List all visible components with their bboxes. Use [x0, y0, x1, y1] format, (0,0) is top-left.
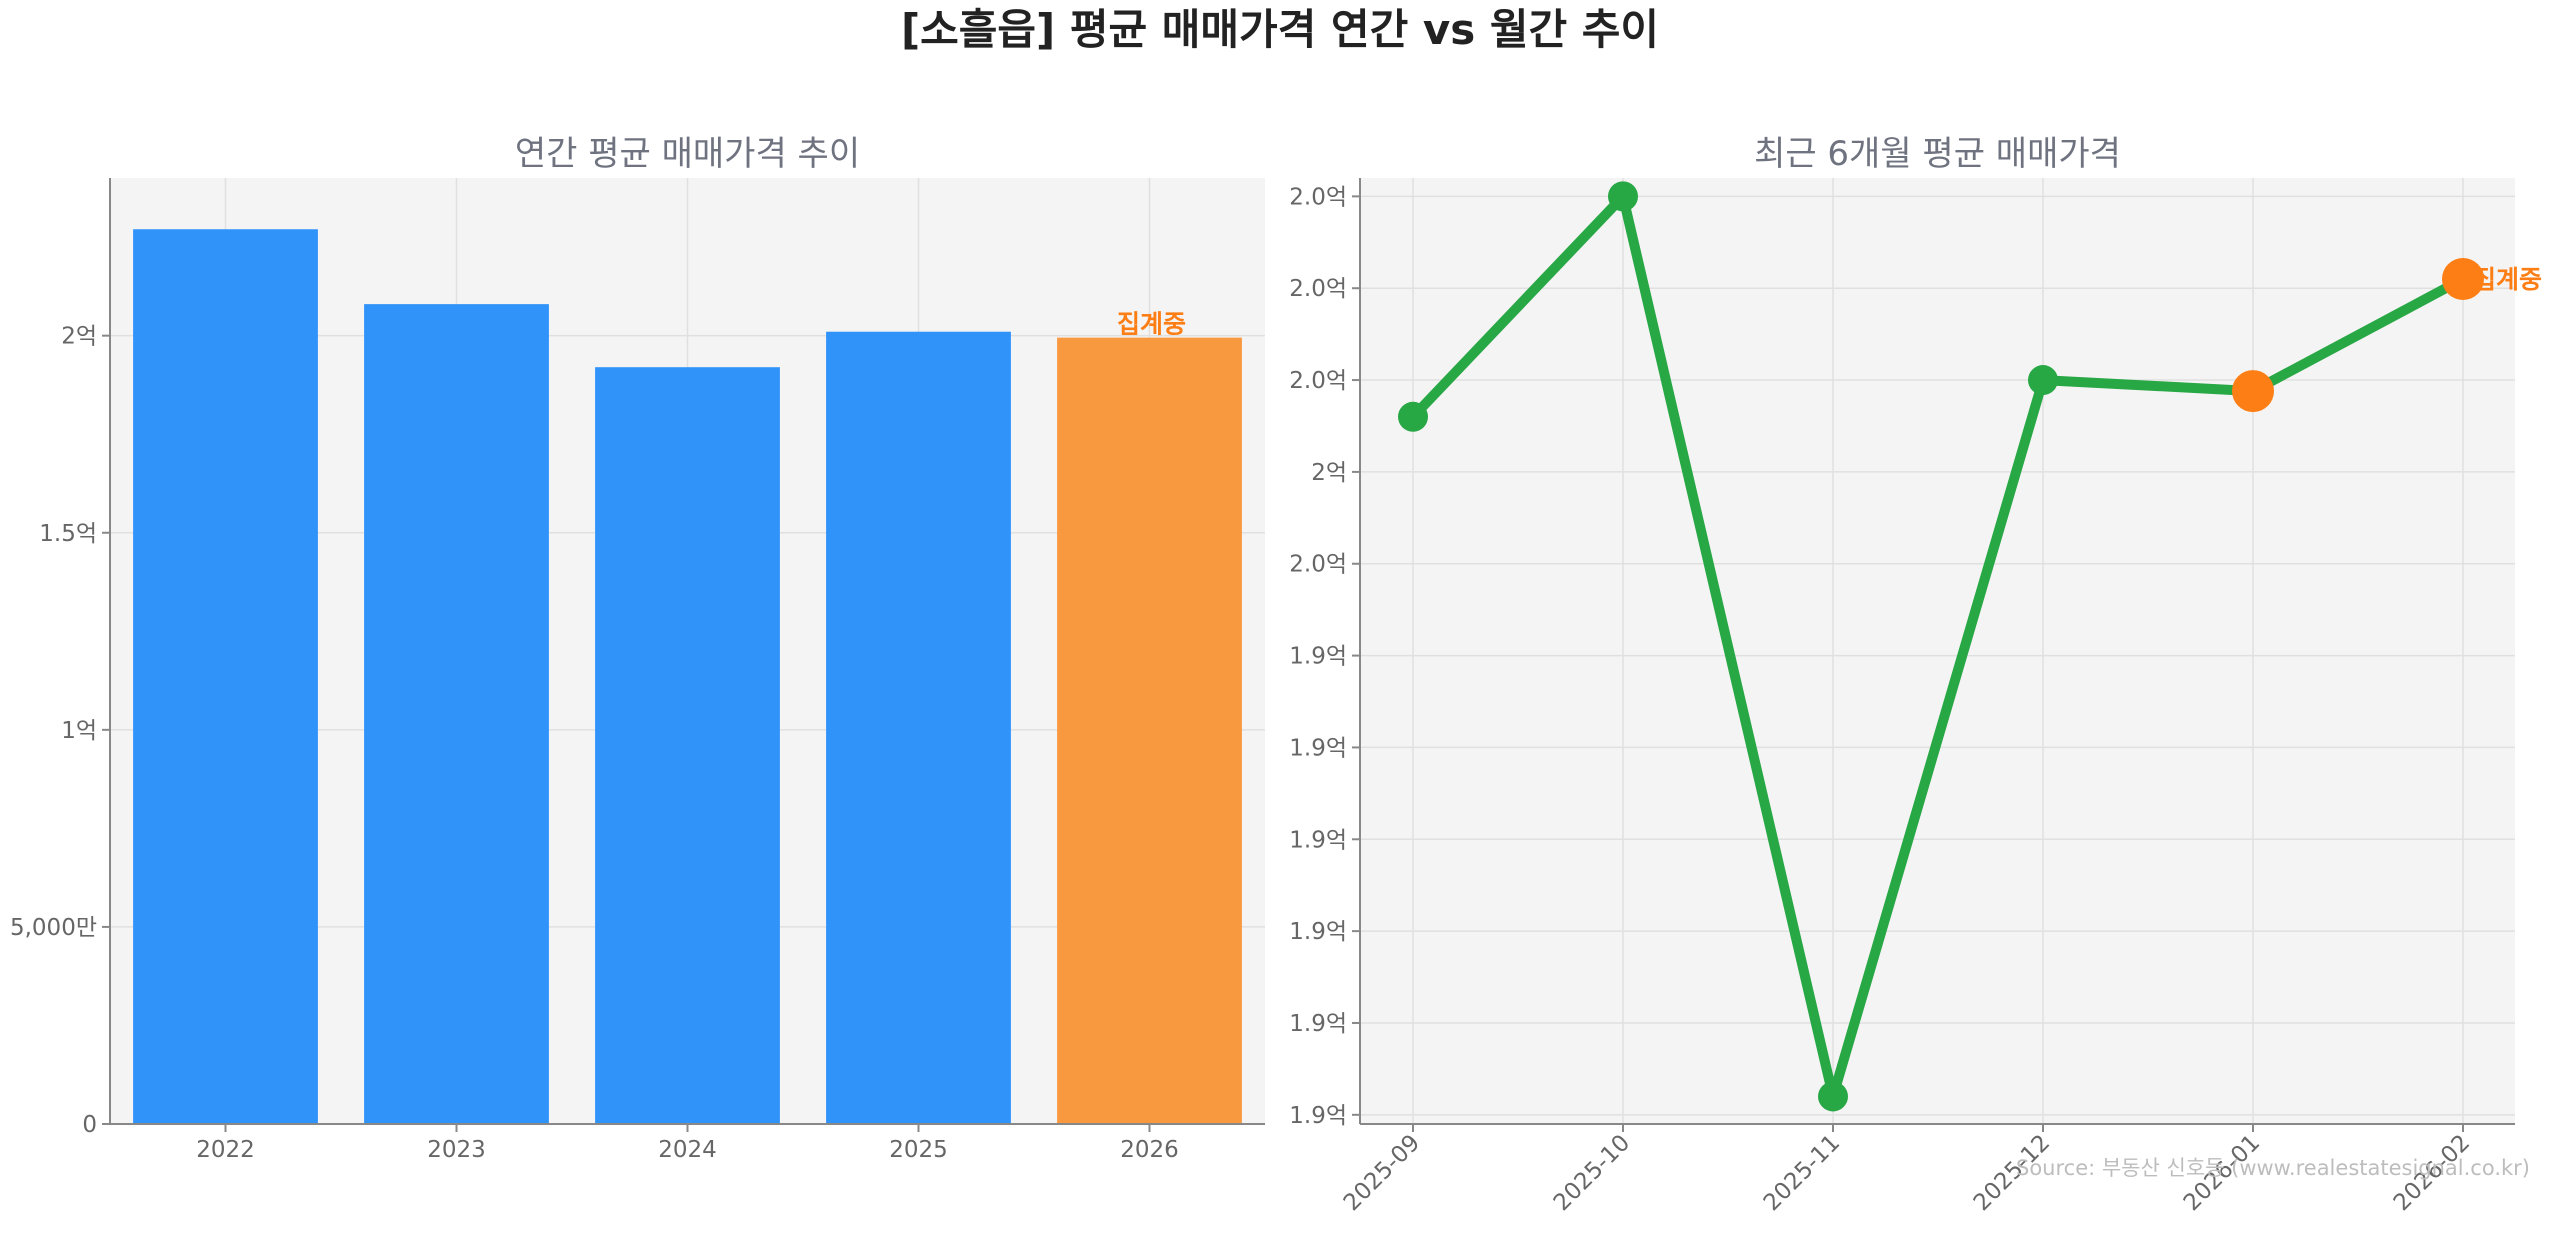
monthly-y-tick-label: 2.0억 [1289, 276, 1347, 302]
annual-status-label: 집계중 [1117, 310, 1186, 339]
annual-bar [595, 367, 780, 1124]
annual-bar [364, 304, 549, 1125]
monthly-point-partial [2442, 258, 2484, 301]
monthly-point-partial [2232, 370, 2274, 413]
annual-y-tick-label: 1억 [61, 718, 97, 744]
monthly-y-tick-label: 2억 [1311, 460, 1347, 486]
monthly-y-tick-label: 1.9억 [1289, 827, 1347, 853]
annual-chart-title: 연간 평균 매매가격 추이 [515, 134, 860, 174]
monthly-point [1608, 181, 1638, 212]
monthly-x-tick-label: 2025-09 [1339, 1130, 1425, 1216]
monthly-x-tick-label: 2025-11 [1759, 1130, 1845, 1216]
annual-y-tick-label: 1.5억 [39, 521, 97, 547]
monthly-y-tick-label: 1.9억 [1289, 1103, 1347, 1129]
monthly-y-tick-label: 1.9억 [1289, 644, 1347, 670]
monthly-chart-title: 최근 6개월 평균 매매가격 [1754, 134, 2121, 174]
annual-x-tick-label: 2022 [196, 1137, 255, 1163]
annual-bar [826, 331, 1011, 1125]
annual-bar-partial [1057, 337, 1242, 1124]
monthly-y-tick-label: 1.9억 [1289, 919, 1347, 945]
monthly-point [1818, 1081, 1848, 1112]
annual-price-panel: 0 5,000만 1억 1.5억 2억 집계중 2022 2023 2024 2025 2026 연간… [10, 134, 1265, 1163]
annual-x-tick-label: 2023 [427, 1137, 486, 1163]
monthly-point [1398, 401, 1428, 432]
monthly-status-label: 집계중 [2473, 265, 2542, 294]
monthly-series-line [1408, 191, 2468, 1102]
source-credit: Source: 부동산 신호등 (www.realestatesignal.co… [2016, 1156, 2530, 1180]
annual-x-tick-label: 2026 [1120, 1137, 1179, 1163]
monthly-plot-area [1360, 178, 2515, 1124]
monthly-y-tick-label: 2.0억 [1289, 552, 1347, 578]
monthly-y-tick-label: 2.0억 [1289, 184, 1347, 210]
monthly-y-tick-label: 1.9억 [1289, 735, 1347, 761]
annual-y-tick-label: 0 [82, 1112, 97, 1138]
monthly-y-tick-label: 1.9억 [1289, 1011, 1347, 1037]
annual-y-tick-label: 2억 [61, 324, 97, 350]
monthly-y-tick-label: 2.0억 [1289, 368, 1347, 394]
annual-y-tick-label: 5,000만 [10, 915, 97, 941]
annual-bar [133, 229, 318, 1124]
monthly-price-panel: 1.9억 1.9억 1.9억 1.9억 1.9억 1.9억 2.0억 2억 2.0억 2.0억 2.… [1289, 134, 2542, 1216]
monthly-point [2028, 365, 2058, 396]
annual-x-tick-label: 2025 [889, 1137, 948, 1163]
chart-main-title: [소흘읍] 평균 매매가격 연간 vs 월간 추이 [900, 5, 1660, 54]
monthly-x-tick-label: 2025-10 [1549, 1130, 1635, 1216]
annual-x-tick-label: 2024 [658, 1137, 717, 1163]
